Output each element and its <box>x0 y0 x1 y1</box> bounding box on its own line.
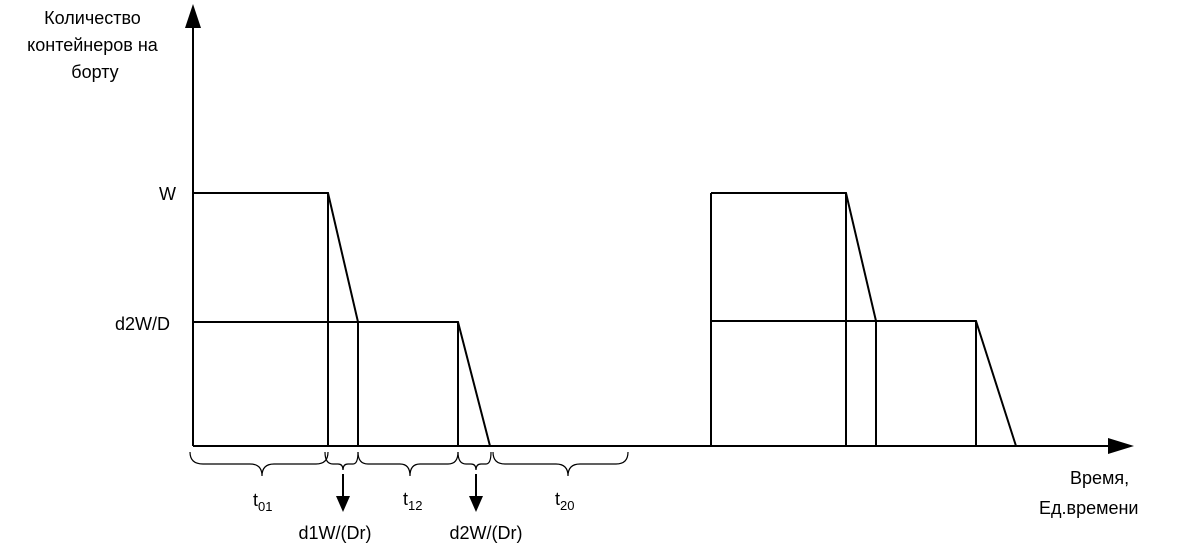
brace-d2 <box>457 451 492 471</box>
brace-t20 <box>492 451 629 477</box>
cycle-1-profile <box>193 192 491 447</box>
y-axis-arrow <box>185 4 201 28</box>
cycle-1 <box>193 192 491 447</box>
cycle-2-profile <box>711 192 1017 447</box>
interval-label-t12: t12 <box>403 489 422 513</box>
brace-t12 <box>357 451 459 477</box>
interval-label-t20: t20 <box>555 489 574 513</box>
unload-rate-label-2: d2W/(Dr) <box>450 523 523 543</box>
arrow-d1-head <box>336 496 350 512</box>
x-axis-label: Время, Ед.времени <box>1039 468 1138 518</box>
brace-t01 <box>189 451 329 477</box>
level-label-w: W <box>159 184 176 204</box>
x-axis-arrow <box>1108 438 1134 454</box>
level-label-d2w-d: d2W/D <box>115 314 170 334</box>
cycle-2 <box>710 192 1017 447</box>
brace-d1 <box>324 451 359 471</box>
interval-braces <box>189 451 629 477</box>
interval-label-t01: t01 <box>253 490 272 514</box>
y-axis-label: Количество контейнеров на борту <box>27 8 163 82</box>
arrow-d2-head <box>469 496 483 512</box>
unload-rate-label-1: d1W/(Dr) <box>299 523 372 543</box>
